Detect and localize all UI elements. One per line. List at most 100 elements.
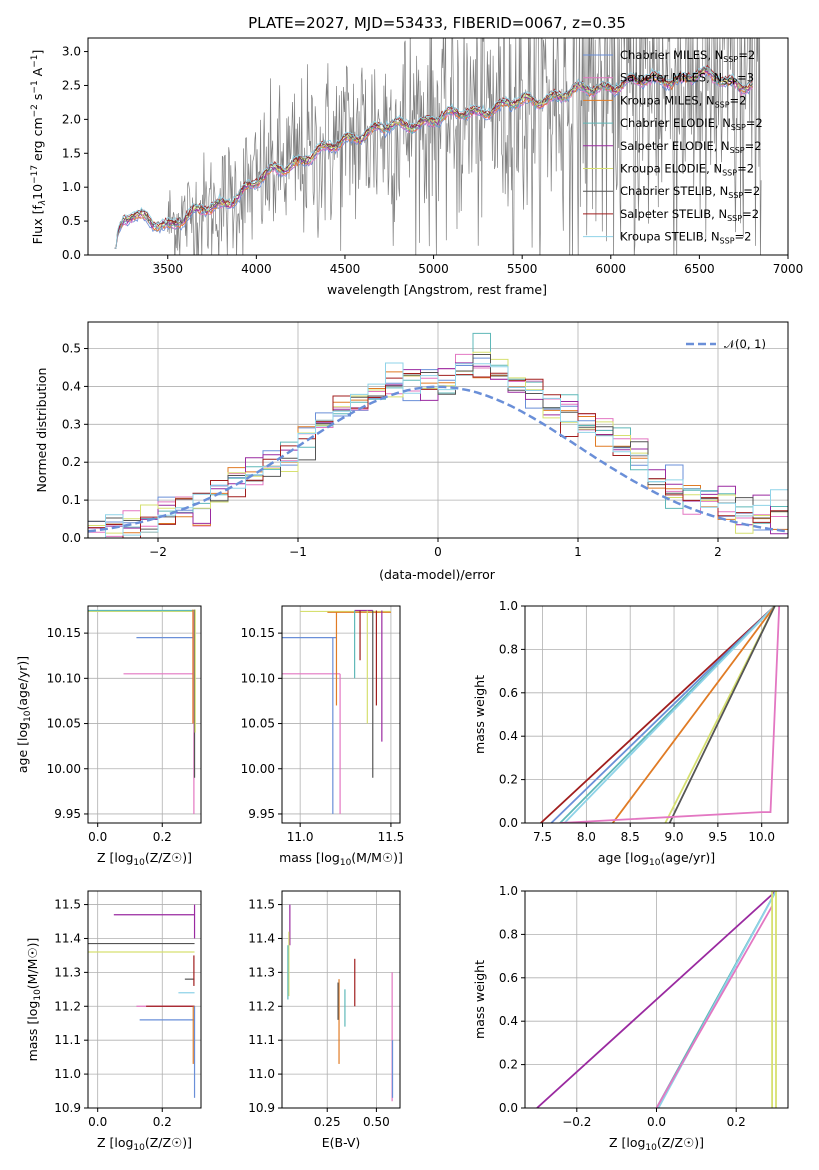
spectrum-ytick-label: 0.5 [62, 214, 81, 228]
mass-vs-z-ylabel: mass [log10(M/M☉)] [25, 938, 43, 1062]
legend-label-salpeter-stelib: Salpeter STELIB, NSSP=2 [620, 207, 759, 223]
legend-label-kroupa-elodie: Kroupa ELODIE, NSSP=2 [620, 162, 754, 178]
mass-vs-ebv-ytick-label: 11.3 [248, 965, 275, 979]
mass-weight-vs-age-line-salpeter-stelib [540, 606, 776, 823]
mass-vs-z-xtick-label: 0.0 [88, 1115, 107, 1129]
legend-label-chabrier-stelib: Chabrier STELIB, NSSP=2 [620, 184, 760, 200]
mass-weight-vs-z-xtick-label: 0.0 [647, 1115, 666, 1129]
mass-weight-vs-age-xtick-label: 10.0 [748, 830, 775, 844]
age-vs-z-grid [88, 606, 201, 823]
mass-weight-vs-z-axes: −0.2 0.0 0.2 0.0 0.2 0.4 0.6 0.8 1.0 Z [log10(Z/Z… [472, 884, 789, 1153]
mass-weight-vs-z-ylabel: mass weight [472, 960, 487, 1039]
age-vs-mass-xlabel: mass [log10(M/M☉)] [279, 850, 403, 868]
mass-weight-vs-z-ytick-label: 0.6 [499, 971, 518, 985]
mass-vs-ebv-ytick-label: 11.2 [248, 999, 275, 1013]
age-vs-mass-grid [282, 606, 400, 823]
mass-weight-vs-z-ytick-label: 0.2 [499, 1058, 518, 1072]
mass-weight-vs-age-ylabel: mass weight [472, 675, 487, 754]
age-vs-mass-ytick-label: 9.95 [248, 807, 275, 821]
mass-weight-vs-age-line-chabrier-stelib [668, 606, 776, 823]
mass-vs-z-grid [88, 891, 201, 1109]
age-vs-mass-ytick-label: 10.10 [241, 671, 275, 685]
spectrum-xtick-label: 7000 [773, 262, 804, 276]
mass-weight-vs-age-ytick-label: 0.2 [499, 773, 518, 787]
mass-vs-z-ytick-label: 11.4 [54, 931, 81, 945]
residual-frame [87, 321, 789, 539]
mass-vs-z-ytick-label: 11.2 [54, 999, 81, 1013]
spectrum-ytick-label: 1.0 [62, 180, 81, 194]
mass-weight-vs-age-ytick-label: 1.0 [499, 599, 518, 613]
residual-ytick-label: 0.0 [62, 531, 81, 545]
mass-weight-vs-z-line-salpeter-miles [655, 905, 773, 1108]
residual-ytick-label: 0.4 [62, 379, 81, 393]
mass-weight-vs-age-axes: 7.5 8.0 8.5 9.0 9.5 10.0 0.0 0.2 0.4 0.6 0.8 1.0 age… [472, 599, 789, 868]
mass-weight-vs-z-ytick-label: 0.8 [499, 927, 518, 941]
mass-vs-z-ytick-label: 11.3 [54, 965, 81, 979]
mass-vs-ebv-xtick-label: 0.50 [363, 1115, 390, 1129]
residual-ytick-label: 0.3 [62, 417, 81, 431]
age-vs-z-ylabel: age [log10(age/yr)] [15, 656, 33, 773]
mass-weight-vs-z-ytick-label: 0.4 [499, 1014, 518, 1028]
mass-weight-vs-age-ytick-label: 0.6 [499, 686, 518, 700]
spectrum-xtick-label: 6000 [596, 262, 627, 276]
histogram-kroupa-stelib [88, 362, 788, 538]
spectrum-ylabel: Flux [fλ10−17 erg cm−2 s−1 A−1] [30, 50, 48, 245]
age-vs-mass-frame [281, 605, 401, 824]
mass-weight-vs-age-xtick-label: 8.5 [621, 830, 640, 844]
mass-vs-ebv-axes: 0.25 0.50 10.9 11.0 11.1 11.2 11.3 11.4 11.5 E(B-… [248, 890, 401, 1150]
mass-vs-z-xlabel: Z [log10(Z/Z☉)] [97, 1135, 192, 1153]
mass-weight-vs-age-ytick-label: 0.0 [499, 816, 518, 830]
mass-vs-z-ytick-label: 11.5 [54, 898, 81, 912]
spectrum-xlabel: wavelength [Angstrom, rest frame] [327, 282, 547, 297]
mass-weight-vs-age-frame [524, 605, 789, 824]
age-vs-mass-ytick-label: 10.15 [241, 626, 275, 640]
mass-weight-vs-z-line-kroupa-elodie [771, 891, 777, 1108]
residual-xtick-label: 2 [714, 545, 722, 559]
age-vs-z-ytick-label: 10.10 [47, 671, 81, 685]
residual-xlabel: (data-model)/error [379, 567, 496, 582]
mass-weight-vs-z-ytick-label: 1.0 [499, 884, 518, 898]
mass-vs-ebv-grid [282, 891, 400, 1109]
residual-ytick-label: 0.5 [62, 342, 81, 356]
mass-weight-vs-z-xtick-label: 0.2 [727, 1115, 746, 1129]
spectrum-ytick-label: 0.0 [62, 248, 81, 262]
age-vs-z-axes: 0.0 0.2 9.95 10.00 10.05 10.10 10.15 Z [log10(Z… [15, 605, 202, 868]
age-vs-z-ytick-label: 10.05 [47, 717, 81, 731]
spectrum-xtick-label: 5000 [418, 262, 449, 276]
mass-weight-vs-age-xtick-label: 7.5 [533, 830, 552, 844]
legend-label-chabrier-elodie: Chabrier ELODIE, NSSP=2 [620, 116, 763, 132]
mass-weight-vs-z-frame [524, 890, 789, 1109]
residual-ytick-label: 0.2 [62, 455, 81, 469]
legend-label-salpeter-miles: Salpeter MILES, NSSP=3 [620, 71, 754, 87]
mass-weight-vs-age-line-kroupa-miles [611, 606, 776, 823]
spectrum-ytick-label: 2.0 [62, 112, 81, 126]
mass-vs-ebv-ytick-label: 11.5 [248, 898, 275, 912]
spectrum-model-kroupa-miles [114, 71, 753, 249]
mass-weight-vs-age-line-salpeter-miles [560, 606, 781, 823]
residual-xtick-label: −2 [149, 545, 167, 559]
legend-label-salpeter-elodie: Salpeter ELODIE, NSSP=2 [620, 139, 762, 155]
residual-ylabel: Normed distribution [34, 368, 49, 493]
spectrum-ytick-label: 2.5 [62, 78, 81, 92]
residual-axes: −2 −1 0 1 2 0.0 0.1 0.2 0.3 0.4 0.5 𝒩(0, 1) (data-mo… [34, 321, 789, 582]
spectrum-xtick-label: 3500 [152, 262, 183, 276]
age-vs-z-ytick-label: 10.15 [47, 626, 81, 640]
mass-weight-vs-age-ytick-label: 0.4 [499, 729, 518, 743]
spectrum-ytick-label: 3.0 [62, 45, 81, 59]
mass-weight-vs-z-line-salpeter-elodie [536, 891, 777, 1108]
legend-label-normal: 𝒩(0, 1) [724, 337, 766, 351]
spectrum-axes: 3500 4000 4500 5000 5500 6000 6500 7000 0.0 0.5 1.… [30, 37, 804, 297]
legend-label-chabrier-miles: Chabrier MILES, NSSP=2 [620, 48, 755, 64]
spectrum-model-salpeter-miles [114, 70, 753, 249]
mass-vs-z-xtick-label: 0.2 [153, 1115, 172, 1129]
mass-vs-z-ytick-label: 11.0 [54, 1067, 81, 1081]
age-vs-z-xtick-label: 0.2 [153, 830, 172, 844]
mass-vs-ebv-ytick-label: 11.4 [248, 931, 275, 945]
age-vs-mass-ytick-label: 10.05 [241, 717, 275, 731]
mass-weight-vs-age-xlabel: age [log10(age/yr)] [598, 850, 715, 868]
age-vs-z-xlabel: Z [log10(Z/Z☉)] [97, 850, 192, 868]
spectrum-model-kroupa-stelib [114, 66, 753, 249]
legend-label-kroupa-miles: Kroupa MILES, NSSP=2 [620, 93, 747, 109]
spectrum-xtick-label: 4500 [330, 262, 361, 276]
